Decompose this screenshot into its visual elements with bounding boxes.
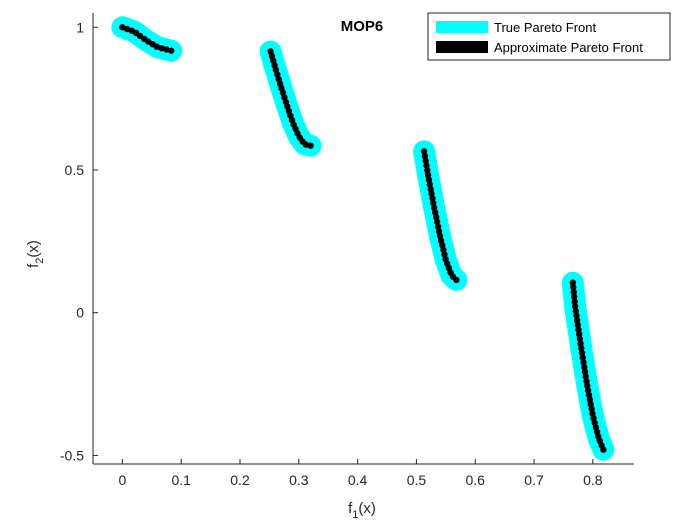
approx-front-point (600, 446, 607, 453)
approx-front-point (429, 195, 436, 202)
y-axis-label: f2(x) (25, 240, 46, 268)
approx-front-point (574, 317, 581, 324)
y-tick-label: -0.5 (60, 447, 84, 463)
y-axis-label-tail: (x) (25, 240, 42, 258)
approx-front-point (421, 153, 429, 160)
approx-front-point (582, 373, 589, 380)
y-tick-label: 0.5 (65, 162, 85, 178)
x-ticks: 0 0.1 0.2 0.3 0.4 0.5 0.6 0.7 0.8 (119, 459, 603, 488)
y-ticks: -0.5 0 0.5 1 (60, 19, 98, 463)
approx-front-point (576, 331, 583, 338)
chart-title: MOP6 (341, 18, 384, 35)
approx-front-point (571, 293, 578, 301)
approx-front-point (423, 162, 430, 169)
x-axis-label-sub: 1 (352, 509, 358, 521)
approx-front-point (579, 354, 586, 361)
approx-front-point (576, 335, 584, 343)
approx-front-point (577, 340, 584, 347)
approx-front-point (569, 279, 576, 286)
y-tick-label: 1 (76, 19, 84, 35)
x-tick-label: 0.2 (230, 472, 250, 488)
x-tick-label: 0.8 (583, 472, 603, 488)
x-tick-label: 0.3 (289, 472, 309, 488)
approx-front-point (581, 368, 589, 375)
approx-front-point (424, 167, 431, 174)
legend-true-front-label: True Pareto Front (494, 20, 597, 35)
x-tick-label: 0.4 (348, 472, 368, 488)
approx-front-point (424, 171, 432, 179)
approx-front-point (574, 321, 581, 329)
y-tick-label: 0 (76, 305, 84, 321)
approx-front-point (571, 298, 578, 305)
y-axis-label-sub: 2 (34, 258, 46, 264)
approx-front-point (420, 148, 428, 155)
approximate-pareto-front-series (119, 24, 607, 453)
approx-front-point (163, 46, 170, 53)
x-tick-label: 0.1 (171, 472, 191, 488)
x-tick-label: 0 (119, 472, 127, 488)
legend-approx-front-label: Approximate Pareto Front (494, 40, 643, 55)
true-pareto-front-series (111, 16, 615, 461)
approx-front-point (168, 47, 175, 54)
x-axis-label-main: f (348, 500, 353, 517)
approx-front-point (158, 45, 165, 52)
legend-box (427, 12, 671, 61)
approx-front-point (153, 43, 160, 50)
x-tick-label: 0.7 (524, 472, 544, 488)
approx-front-point (578, 349, 586, 357)
axes: 0 0.1 0.2 0.3 0.4 0.5 0.6 0.7 0.8 -0.5 0 0.5 1 (60, 13, 634, 488)
plot-area (111, 16, 615, 461)
x-tick-label: 0.5 (407, 472, 427, 488)
y-axis-label-main: f (25, 263, 42, 268)
approx-front-point (573, 312, 580, 319)
approx-front-point (580, 359, 587, 366)
approx-front-point (570, 289, 577, 296)
x-tick-label: 0.6 (465, 472, 485, 488)
approx-front-point (584, 382, 591, 389)
approx-front-point (307, 142, 314, 149)
approx-front-point (453, 276, 460, 284)
x-axis-label-tail: (x) (358, 500, 376, 517)
approx-front-point (571, 303, 579, 310)
legend: True Pareto Front Approximate Pareto Fro… (427, 12, 671, 61)
approx-front-point (570, 284, 577, 291)
approx-front-point (422, 157, 429, 165)
x-axis-label: f1(x) (348, 500, 376, 521)
